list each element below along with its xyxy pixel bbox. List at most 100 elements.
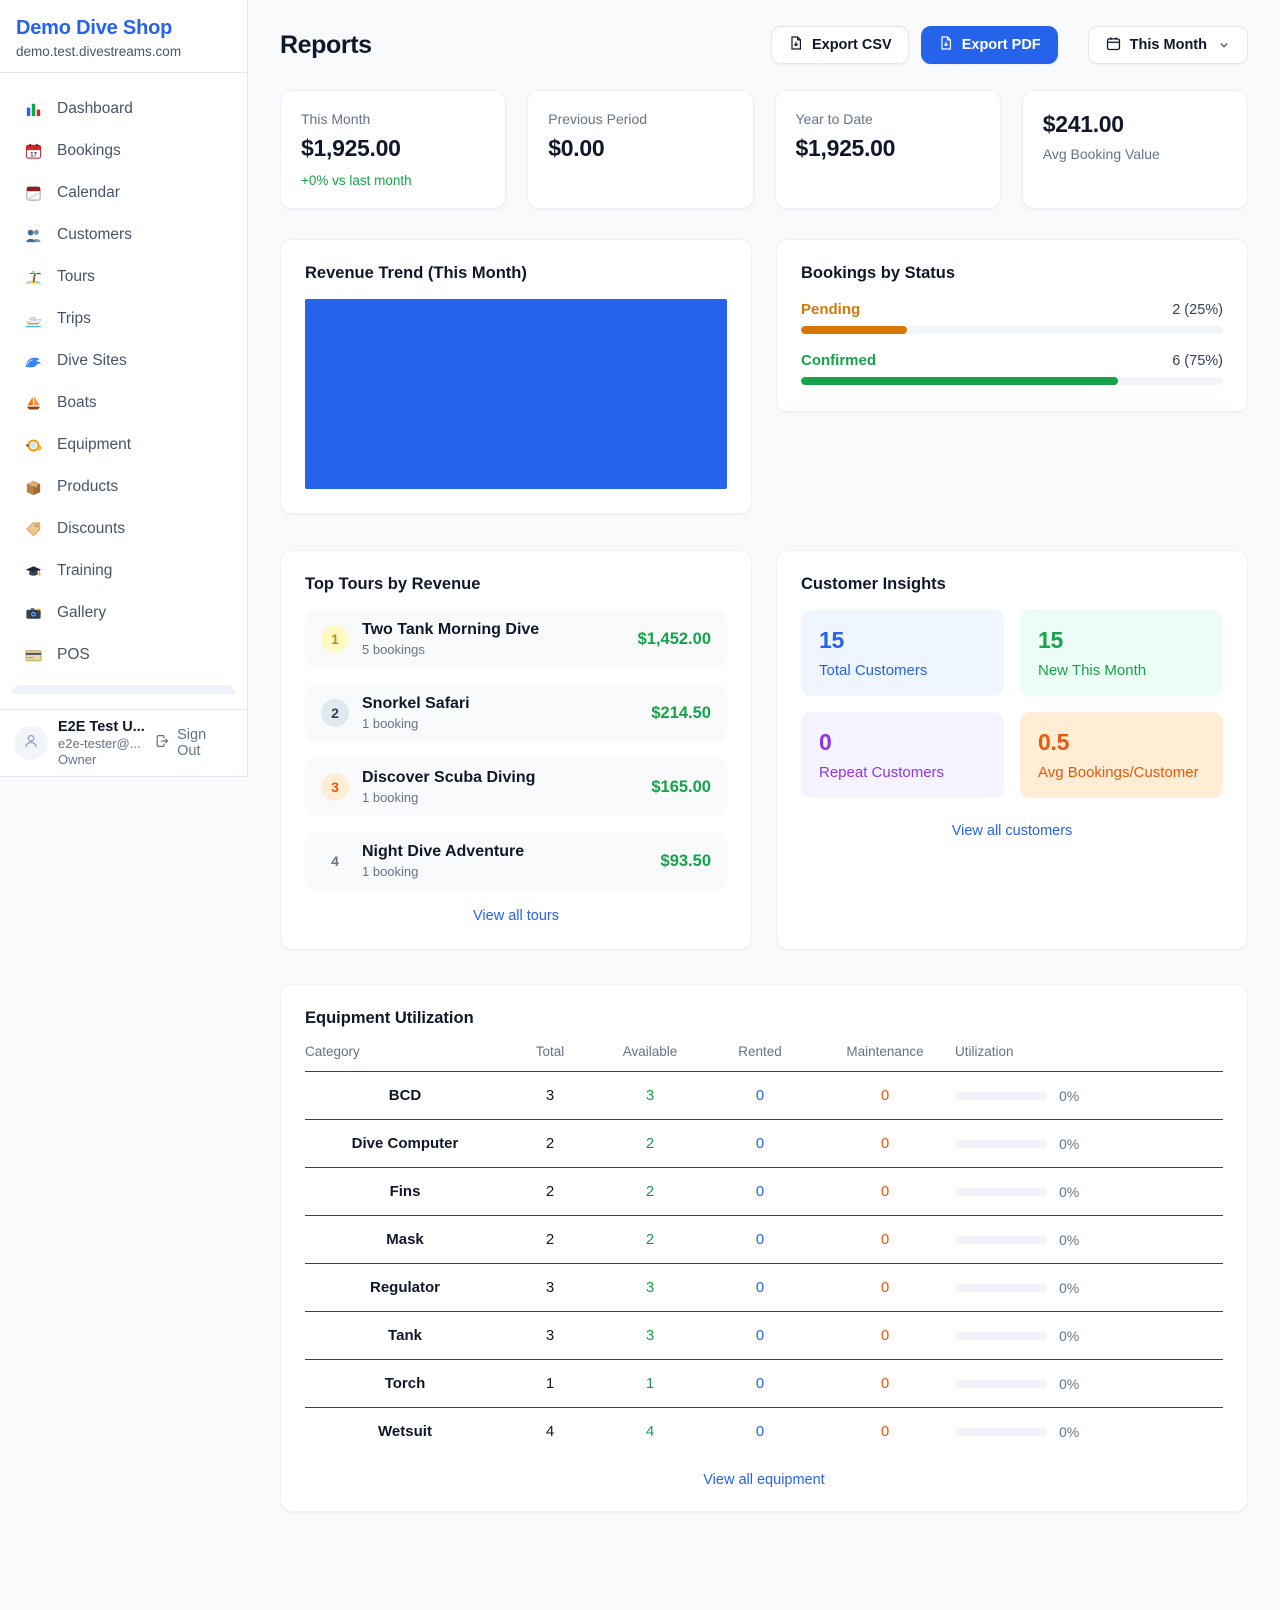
sidebar-item-customers[interactable]: Customers (12, 214, 235, 256)
stat-label: Previous Period (548, 111, 648, 127)
equipment-icon (22, 435, 44, 455)
revenue-trend-title: Revenue Trend (This Month) (305, 264, 527, 282)
svg-text:17: 17 (30, 151, 37, 158)
sidebar-item-tours[interactable]: Tours (12, 256, 235, 298)
tile-label: Avg Bookings/Customer (1038, 764, 1199, 781)
sidebar-item-label: Dive Sites (57, 352, 127, 369)
sidebar-item-label: Equipment (57, 436, 132, 453)
equipment-row: BCD 3 3 0 0 0% (305, 1071, 1223, 1120)
status-progress-bar (801, 377, 1223, 385)
view-all-equipment-link[interactable]: View all equipment (703, 1472, 825, 1488)
tour-name: Discover Scuba Diving (362, 769, 536, 786)
tour-bookings: 1 booking (362, 790, 419, 805)
revenue-bar-chart (305, 299, 727, 489)
user-role: Owner (58, 752, 97, 767)
tour-row: 2 Snorkel Safari 1 booking $214.50 (305, 684, 727, 742)
col-utilization: Utilization (955, 1040, 1223, 1072)
sidebar-item-calendar[interactable]: Calendar (12, 172, 235, 214)
equipment-table: Category Total Available Rented Maintena… (305, 1040, 1223, 1455)
sidebar-item-products[interactable]: Products (12, 466, 235, 508)
equipment-rented: 0 (705, 1311, 815, 1360)
tour-row: 4 Night Dive Adventure 1 booking $93.50 (305, 832, 727, 890)
calendar-outline-icon (1105, 35, 1122, 56)
sidebar-item-training[interactable]: Training (12, 550, 235, 592)
col-category: Category (305, 1040, 505, 1072)
stat-card-year-to-date: Year to Date $1,925.00 (774, 90, 1001, 209)
dive-sites-icon (22, 351, 44, 371)
equipment-row: Regulator 3 3 0 0 0% (305, 1263, 1223, 1312)
col-available: Available (595, 1040, 705, 1072)
stats-row: This Month $1,925.00 +0% vs last month P… (280, 90, 1248, 209)
tour-bookings: 5 bookings (362, 642, 425, 657)
status-progress-bar (801, 326, 1223, 334)
sign-out-button[interactable]: Sign Out (154, 727, 233, 759)
rank-badge: 1 (321, 625, 349, 653)
sidebar-item-label: Tours (57, 268, 95, 285)
export-pdf-button[interactable]: Export PDF (920, 26, 1058, 64)
period-label: This Month (1129, 37, 1207, 53)
equipment-row: Mask 2 2 0 0 0% (305, 1215, 1223, 1264)
sidebar-item-equipment[interactable]: Equipment (12, 424, 235, 466)
equipment-row: Wetsuit 4 4 0 0 0% (305, 1408, 1223, 1456)
sidebar-item-dashboard[interactable]: Dashboard (12, 88, 235, 130)
sidebar-item-label: Products (57, 478, 119, 495)
tile-label: New This Month (1038, 662, 1147, 679)
tile-value: 0.5 (1038, 729, 1070, 755)
sidebar-item-trips[interactable]: Trips (12, 298, 235, 340)
sidebar-header: Demo Dive Shop demo.test.divestreams.com (0, 0, 247, 73)
revenue-trend-card: Revenue Trend (This Month) (280, 239, 752, 514)
stat-label: Year to Date (795, 111, 873, 127)
view-all-customers-link[interactable]: View all customers (951, 823, 1073, 839)
export-csv-button[interactable]: Export CSV (770, 26, 909, 64)
export-pdf-label: Export PDF (961, 37, 1041, 53)
sidebar-item-label: Discounts (57, 520, 126, 537)
sidebar-active-item-partial[interactable] (12, 685, 235, 694)
stat-value: $241.00 (1042, 111, 1124, 137)
shop-name[interactable]: Demo Dive Shop (16, 17, 173, 39)
bookings-by-status-title: Bookings by Status (801, 264, 956, 282)
equipment-total: 4 (545, 1423, 555, 1440)
utilization-bar (955, 1379, 1047, 1388)
sidebar: Demo Dive Shop demo.test.divestreams.com… (0, 0, 248, 777)
equipment-available: 3 (595, 1311, 705, 1360)
sidebar-item-discounts[interactable]: Discounts (12, 508, 235, 550)
col-maintenance: Maintenance (815, 1040, 955, 1072)
user-name: E2E Test U... (58, 719, 145, 735)
equipment-maintenance: 0 (815, 1167, 955, 1216)
sidebar-item-label: Calendar (57, 184, 120, 201)
equipment-maintenance: 0 (815, 1071, 955, 1120)
period-dropdown[interactable]: This Month (1087, 26, 1248, 64)
equipment-rented: 0 (705, 1167, 815, 1216)
sidebar-item-gallery[interactable]: Gallery (12, 592, 235, 634)
view-all-tours-link[interactable]: View all tours (473, 908, 559, 924)
equipment-total: 2 (505, 1215, 595, 1264)
stat-delta: +0% vs last month (301, 173, 412, 188)
sidebar-item-dive-sites[interactable]: Dive Sites (12, 340, 235, 382)
tour-name: Snorkel Safari (362, 695, 470, 712)
equipment-maintenance: 0 (815, 1311, 955, 1360)
equipment-available: 1 (595, 1359, 705, 1408)
utilization-percent: 0% (1059, 1423, 1080, 1440)
stat-card-avg-booking-value: $241.00 Avg Booking Value (1021, 90, 1248, 209)
calendar-icon (22, 183, 44, 203)
equipment-row: Dive Computer 2 2 0 0 0% (305, 1119, 1223, 1168)
utilization-percent: 0% (1059, 1279, 1080, 1296)
sidebar-item-boats[interactable]: Boats (12, 382, 235, 424)
products-icon (22, 477, 44, 497)
sidebar-item-bookings[interactable]: 17 Bookings (12, 130, 235, 172)
customer-insights-card: Customer Insights 15 Total Customers 15 … (776, 550, 1248, 950)
sidebar-item-pos[interactable]: POS (12, 634, 235, 676)
equipment-available: 2 (595, 1167, 705, 1216)
gallery-icon (22, 603, 44, 623)
utilization-percent: 0% (1059, 1231, 1080, 1248)
tile-value: 15 (819, 627, 844, 653)
utilization-percent: 0% (1059, 1087, 1080, 1104)
tile-label: Total Customers (819, 662, 928, 679)
stat-value: $1,925.00 (301, 135, 401, 161)
equipment-category: Wetsuit (378, 1423, 432, 1440)
equipment-table-header: Category Total Available Rented Maintena… (305, 1040, 1223, 1072)
equipment-total: 1 (505, 1359, 595, 1408)
utilization-bar (955, 1187, 1047, 1196)
utilization-bar (955, 1331, 1047, 1340)
equipment-utilization-card: Equipment Utilization Category Total Ava… (280, 984, 1248, 1512)
